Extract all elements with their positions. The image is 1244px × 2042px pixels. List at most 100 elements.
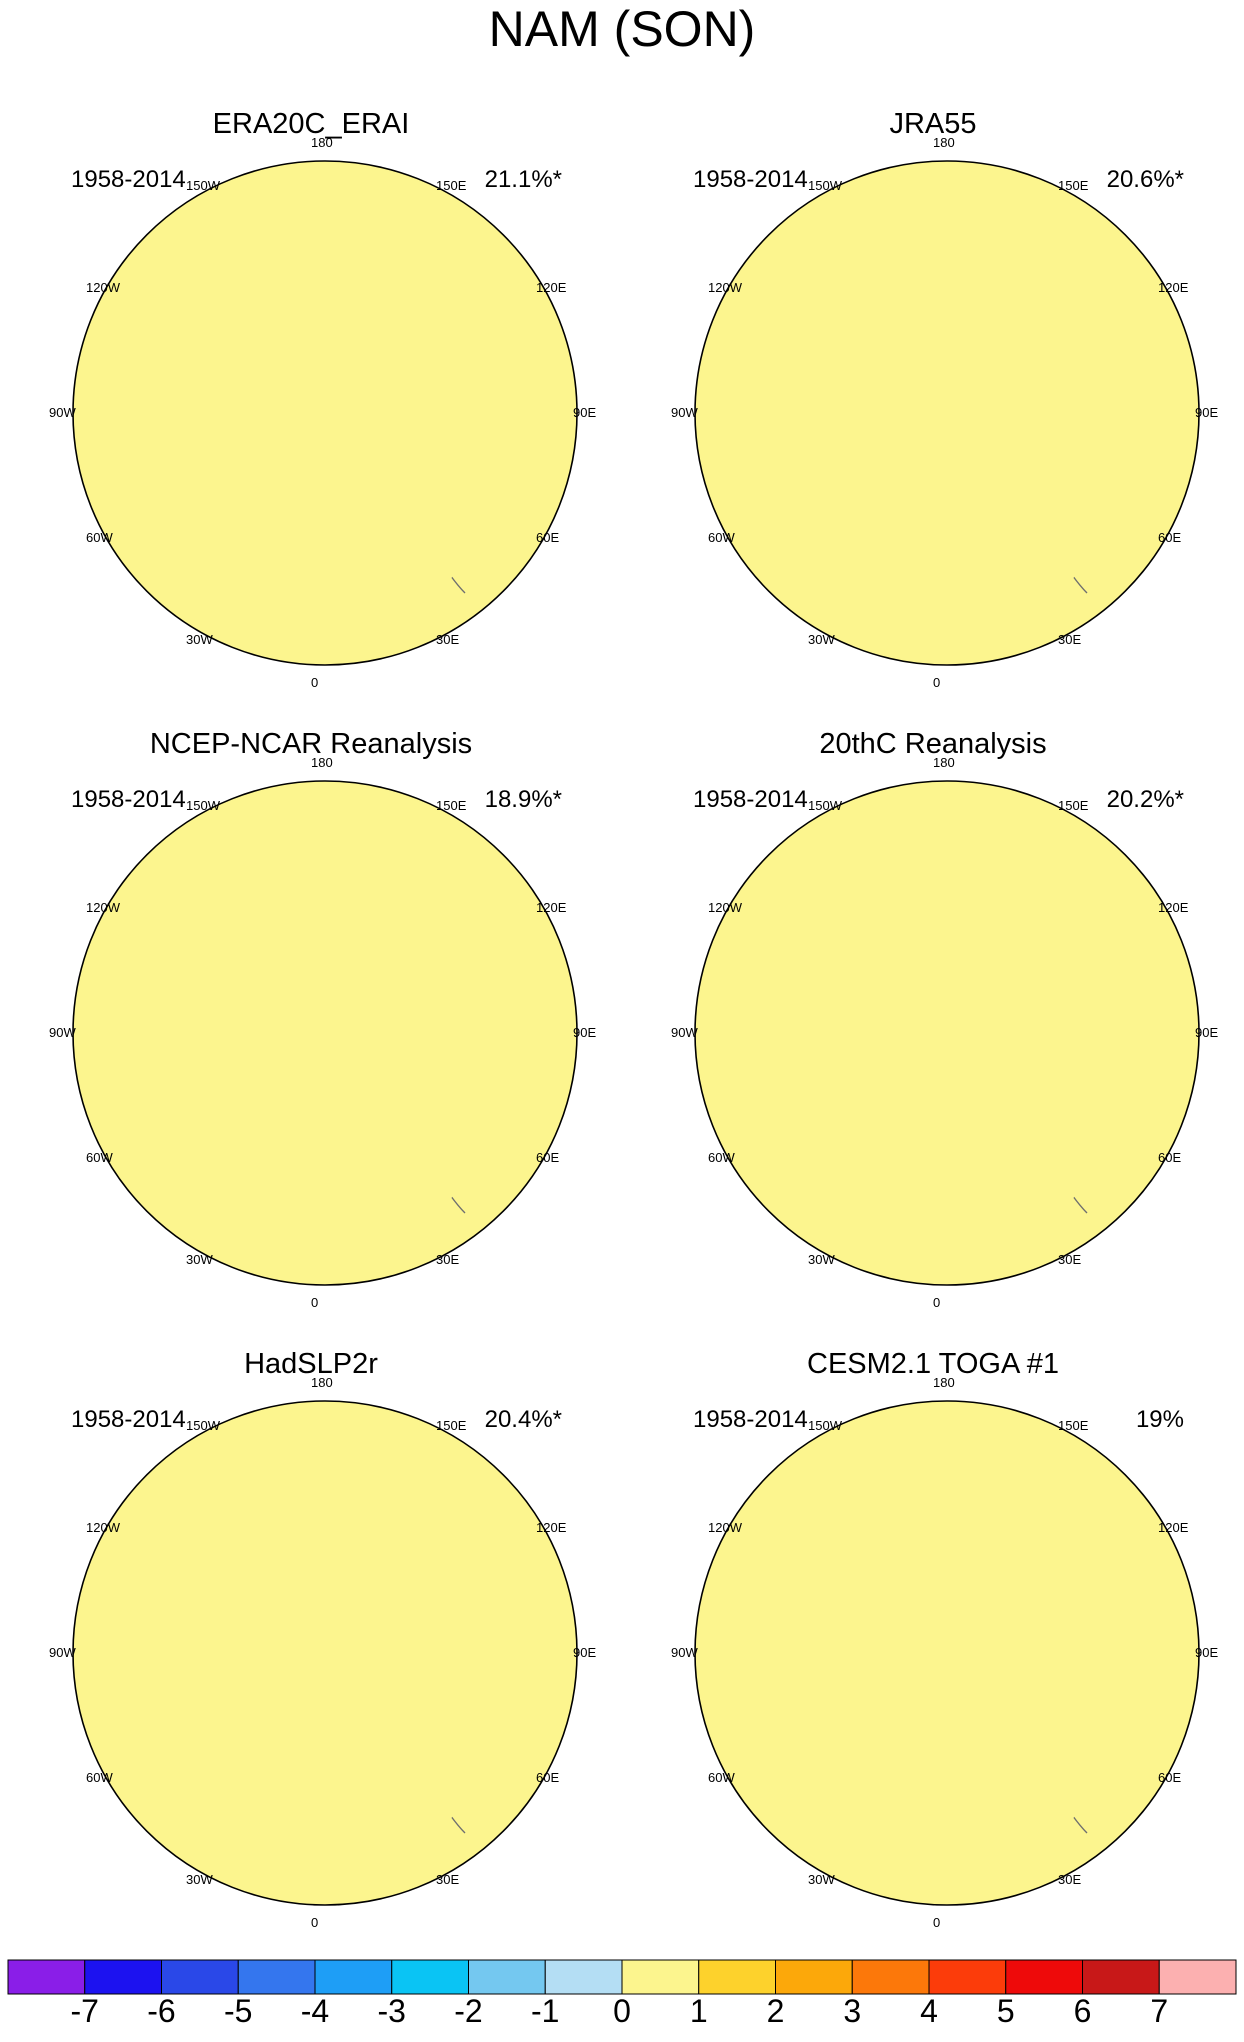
- panel-title: CESM2.1 TOGA #1: [807, 1348, 1059, 1380]
- colorbar-swatch: [621, 1959, 700, 1995]
- colorbar-tick-label: -1: [531, 1993, 560, 2029]
- panel-title: ERA20C_ERAI: [212, 108, 410, 140]
- longitude-label: 30W: [808, 1872, 835, 1887]
- longitude-label: 60W: [86, 1150, 113, 1165]
- longitude-label: 30W: [808, 1252, 835, 1267]
- colorbar-swatch: [468, 1959, 546, 1995]
- longitude-label: 60E: [1158, 1150, 1182, 1165]
- panel-period: 1958-2014: [693, 166, 808, 193]
- longitude-label: 30E: [436, 632, 460, 647]
- colorbar-swatch: [84, 1959, 162, 1995]
- longitude-label: 90W: [49, 1645, 76, 1660]
- map-panel: 180 150E 120E 90E 60E 30E 0 30W 60W 90W 120W 150W JR…: [622, 93, 1244, 713]
- map-border: [694, 160, 1200, 666]
- longitude-label: 60E: [536, 1150, 560, 1165]
- map-border: [72, 160, 578, 666]
- longitude-label: 30W: [186, 632, 213, 647]
- panel-explained-variance: 20.2%*: [1106, 786, 1184, 813]
- panel-title: HadSLP2r: [244, 1348, 378, 1380]
- panel-period: 1958-2014: [71, 166, 186, 193]
- panel-title: 20thC Reanalysis: [819, 728, 1047, 760]
- colorbar-swatch: [775, 1959, 853, 1995]
- longitude-label: 90E: [573, 1025, 597, 1040]
- longitude-label: 60W: [86, 1770, 113, 1785]
- longitude-label: 90W: [49, 405, 76, 420]
- colorbar-swatch: [1158, 1959, 1237, 1995]
- longitude-label: 60W: [708, 1770, 735, 1785]
- colorbar-swatch: [161, 1959, 239, 1995]
- longitude-label: 60E: [536, 1770, 560, 1785]
- longitude-label: 0: [933, 1295, 941, 1310]
- map-background: [695, 161, 1199, 665]
- colorbar-tick-label: 7: [1150, 1993, 1169, 2029]
- longitude-label: 90E: [573, 1645, 597, 1660]
- colorbar-tick-label: 0: [613, 1993, 631, 2029]
- longitude-label: 180: [933, 755, 955, 770]
- colorbar-swatch: [851, 1959, 930, 1995]
- main-title: NAM (SON): [488, 1, 756, 57]
- colorbar-swatch: [544, 1959, 623, 1995]
- longitude-label: 30E: [1058, 632, 1082, 647]
- colorbar-swatch: [314, 1959, 393, 1995]
- colorbar-tick-label: -6: [147, 1993, 176, 2029]
- polar-map: [72, 780, 578, 1286]
- colorbar-tick-label: 5: [996, 1993, 1015, 2029]
- longitude-label: 120E: [1158, 900, 1189, 915]
- panel-period: 1958-2014: [71, 1406, 186, 1433]
- longitude-label: 120E: [1158, 280, 1189, 295]
- longitude-label: 150W: [808, 178, 842, 193]
- map-panel: 180 150E 120E 90E 60E 30E 0 30W 60W 90W 120W 150W 20…: [622, 713, 1244, 1333]
- longitude-label: 120W: [708, 1520, 742, 1535]
- longitude-label: 120W: [86, 280, 120, 295]
- longitude-label: 0: [311, 1295, 319, 1310]
- panel-period: 1958-2014: [71, 786, 186, 813]
- panel-title: NCEP-NCAR Reanalysis: [149, 728, 473, 760]
- colorbar-tick-label: 2: [766, 1993, 785, 2029]
- colorbar-tick-label: 3: [843, 1993, 862, 2029]
- longitude-label: 150E: [436, 1418, 467, 1433]
- polar-map: [694, 780, 1200, 1286]
- longitude-label: 60E: [1158, 530, 1182, 545]
- map-panel: 180 150E 120E 90E 60E 30E 0 30W 60W 90W 120W 150W Ha…: [0, 1333, 622, 1953]
- map-background: [73, 781, 577, 1285]
- colorbar-tick-label: 4: [920, 1993, 938, 2029]
- longitude-label: 120W: [86, 1520, 120, 1535]
- longitude-label: 60W: [708, 530, 735, 545]
- longitude-label: 0: [933, 675, 941, 690]
- longitude-label: 150W: [186, 178, 220, 193]
- longitude-label: 60E: [1158, 1770, 1182, 1785]
- polar-map: [694, 160, 1200, 666]
- longitude-label: 120E: [536, 280, 567, 295]
- longitude-label: 150W: [186, 1418, 220, 1433]
- panel-period: 1958-2014: [693, 1406, 808, 1433]
- panel-title: JRA55: [889, 108, 977, 140]
- map-background: [695, 781, 1199, 1285]
- longitude-label: 180: [933, 135, 955, 150]
- longitude-label: 150E: [436, 798, 467, 813]
- longitude-label: 120E: [536, 900, 567, 915]
- colorbar-tick-label: -2: [454, 1993, 483, 2029]
- longitude-label: 180: [311, 1375, 333, 1390]
- longitude-label: 90W: [671, 1645, 698, 1660]
- map-panel: 180 150E 120E 90E 60E 30E 0 30W 60W 90W 120W 150W ER…: [0, 93, 622, 713]
- longitude-label: 150E: [1058, 178, 1089, 193]
- longitude-label: 0: [933, 1915, 941, 1930]
- panel-period: 1958-2014: [693, 786, 808, 813]
- longitude-label: 30W: [186, 1252, 213, 1267]
- longitude-label: 90W: [671, 1025, 698, 1040]
- colorbar-swatch: [1005, 1959, 1083, 1995]
- colorbar-tick-label: -5: [224, 1993, 253, 2029]
- colorbar-swatch: [698, 1959, 776, 1995]
- colorbar-tick-label: -4: [300, 1993, 330, 2029]
- panel-explained-variance: 21.1%*: [484, 166, 562, 193]
- longitude-label: 120E: [1158, 1520, 1189, 1535]
- colorbar-swatch: [7, 1959, 86, 1995]
- longitude-label: 30W: [186, 1872, 213, 1887]
- longitude-label: 180: [311, 755, 333, 770]
- panel-explained-variance: 20.6%*: [1106, 166, 1184, 193]
- longitude-label: 60W: [86, 530, 113, 545]
- longitude-label: 0: [311, 1915, 319, 1930]
- colorbar-tick-label: 1: [689, 1993, 708, 2029]
- longitude-label: 60W: [708, 1150, 735, 1165]
- longitude-label: 90E: [1195, 405, 1219, 420]
